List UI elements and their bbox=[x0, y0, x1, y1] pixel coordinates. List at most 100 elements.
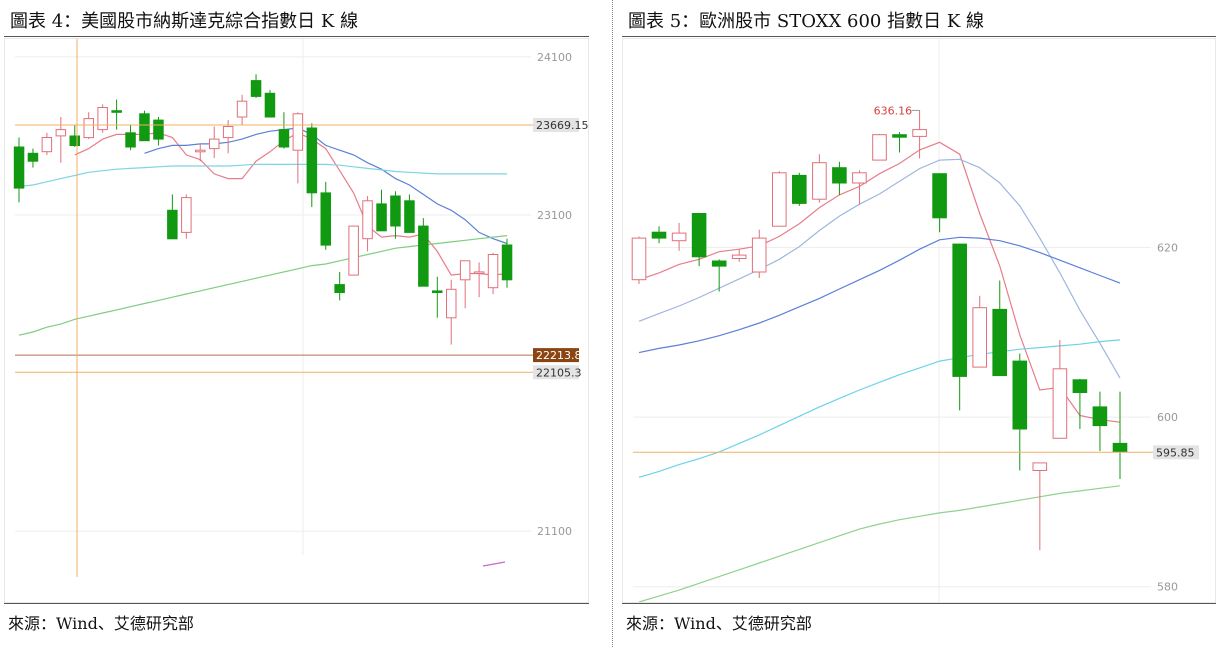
figure-4-source: 來源：Wind、艾德研究部 bbox=[8, 614, 194, 633]
candle-body bbox=[812, 162, 827, 200]
candle-body bbox=[772, 172, 787, 227]
candle-body bbox=[1072, 379, 1088, 393]
candle-body bbox=[181, 197, 192, 233]
moving-average-line bbox=[638, 141, 1121, 423]
moving-average-line bbox=[18, 235, 508, 336]
candle-body bbox=[1092, 406, 1108, 427]
candle-body bbox=[912, 129, 927, 137]
candle-body bbox=[404, 200, 415, 233]
price-tag-label: 22213.8 bbox=[536, 349, 582, 362]
candle-body bbox=[631, 237, 647, 281]
candle-body bbox=[691, 213, 707, 258]
candle-body bbox=[97, 107, 108, 131]
candle-body bbox=[852, 172, 867, 184]
candle-body bbox=[872, 134, 887, 161]
title-rule bbox=[4, 36, 589, 37]
price-tag-label: 23669.15 bbox=[536, 119, 588, 132]
candle-body bbox=[376, 203, 387, 232]
panel-divider bbox=[612, 0, 613, 647]
candle-body bbox=[1032, 462, 1048, 471]
candle-body bbox=[832, 167, 847, 184]
candle-body bbox=[487, 254, 499, 289]
figure-4-title: 圖表 4：美國股市納斯達克綜合指數日 K 線 bbox=[10, 11, 359, 32]
moving-average-line bbox=[18, 163, 507, 188]
stoxx-chart-frame: 620 600 580 595.85 636.16 bbox=[622, 37, 1216, 610]
figure-5-panel: 圖表 5：歐洲股市 STOXX 600 指數日 K 線 620 600 580 595… bbox=[618, 0, 1221, 647]
candle-body bbox=[139, 113, 150, 142]
candle-body bbox=[306, 127, 318, 194]
figure-4-panel: 圖表 4：美國股市納斯達克綜合指數日 K 線 24100 23100 21100 23… bbox=[0, 0, 608, 647]
price-tag bbox=[1153, 445, 1199, 460]
price-tag-label: 595.85 bbox=[1156, 446, 1195, 459]
candle-body bbox=[83, 118, 94, 139]
figure-5-source: 來源：Wind、艾德研究部 bbox=[626, 614, 812, 633]
candle-body bbox=[390, 195, 401, 227]
candle-body bbox=[222, 126, 234, 139]
candle-body bbox=[792, 174, 807, 204]
candle-body bbox=[27, 152, 39, 162]
candle-body bbox=[459, 260, 471, 281]
candle-body bbox=[473, 271, 485, 274]
candle-body bbox=[892, 134, 907, 138]
candle-body bbox=[418, 225, 429, 287]
nasdaq-candlestick-chart: 24100 23100 21100 23669.15 22213.8 22105.3 bbox=[13, 37, 589, 577]
candle-body bbox=[55, 129, 67, 137]
moving-average-line bbox=[482, 561, 506, 567]
candle-body bbox=[153, 119, 164, 140]
candle-body bbox=[731, 254, 747, 260]
candle-body bbox=[932, 173, 947, 219]
candle-body bbox=[952, 243, 967, 377]
moving-average-line bbox=[638, 339, 1121, 478]
candle-body bbox=[292, 113, 304, 151]
candle-body bbox=[320, 192, 331, 246]
price-tag-label: 22105.3 bbox=[536, 366, 582, 379]
stoxx-candlestick-chart: 620 600 580 595.85 636.16 bbox=[631, 37, 1199, 610]
price-tag bbox=[533, 365, 579, 380]
nasdaq-chart-frame: 24100 23100 21100 23669.15 22213.8 22105.3 bbox=[4, 37, 589, 603]
y-tick-label: 620 bbox=[1157, 241, 1178, 254]
candle-body bbox=[236, 100, 248, 118]
candle-body bbox=[250, 80, 262, 97]
candle-body bbox=[972, 307, 987, 368]
candle-body bbox=[1052, 368, 1068, 439]
candle-body bbox=[651, 231, 667, 239]
candle-body bbox=[501, 244, 513, 281]
candle-body bbox=[13, 146, 25, 189]
y-tick-label: 580 bbox=[1157, 581, 1178, 594]
candle-body bbox=[167, 209, 178, 240]
y-tick-label: 21100 bbox=[537, 525, 572, 538]
moving-average-line bbox=[144, 127, 508, 245]
source-rule bbox=[4, 603, 589, 604]
source-rule bbox=[622, 603, 1216, 604]
candle-body bbox=[334, 284, 345, 294]
moving-average-line bbox=[638, 158, 1121, 379]
candle-body bbox=[348, 225, 359, 276]
y-tick-label: 23100 bbox=[537, 209, 572, 222]
candle-body bbox=[711, 260, 727, 267]
candle-body bbox=[362, 200, 373, 240]
candle-body bbox=[751, 237, 767, 273]
figure-5-title: 圖表 5：歐洲股市 STOXX 600 指數日 K 線 bbox=[628, 11, 984, 32]
y-tick-label: 24100 bbox=[537, 51, 572, 64]
price-tag bbox=[533, 348, 579, 363]
candle-body bbox=[992, 308, 1007, 377]
moving-average-line bbox=[74, 132, 508, 276]
candle-body bbox=[264, 92, 276, 118]
candle-body bbox=[1012, 360, 1028, 430]
candle-body bbox=[111, 110, 122, 113]
candle-body bbox=[209, 138, 220, 150]
candle-body bbox=[278, 129, 290, 148]
candle-body bbox=[125, 132, 136, 148]
candle-body bbox=[195, 149, 206, 153]
moving-average-line bbox=[638, 485, 1121, 603]
candle-body bbox=[671, 232, 687, 242]
high-annotation: 636.16 bbox=[874, 104, 913, 117]
moving-average-line bbox=[638, 236, 1121, 354]
candle-body bbox=[432, 290, 443, 293]
title-rule bbox=[622, 36, 1216, 37]
candle-body bbox=[41, 137, 53, 153]
candle-body bbox=[446, 288, 457, 319]
price-tag bbox=[533, 118, 579, 133]
candle-body bbox=[1112, 442, 1128, 453]
y-tick-label: 600 bbox=[1157, 411, 1178, 424]
